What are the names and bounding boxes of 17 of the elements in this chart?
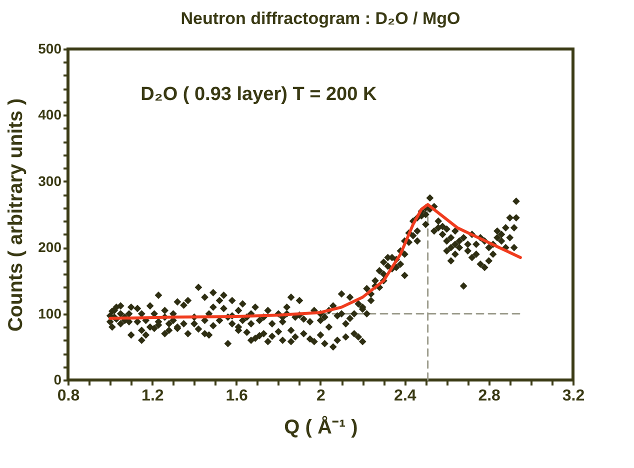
x-axis-title: Q ( Å⁻¹ ): [284, 416, 358, 438]
x-tick-label: 2.4: [394, 388, 416, 404]
x-tick-label: 1.6: [226, 388, 248, 404]
y-tick-label: 200: [38, 239, 62, 256]
x-tick-label: 3.2: [562, 388, 585, 404]
y-tick-label: 300: [38, 172, 62, 189]
x-tick-label: 2: [316, 388, 326, 404]
y-axis-title: Counts ( arbitrary units ): [5, 98, 28, 332]
y-tick-label: 0: [54, 372, 62, 388]
x-tick-label: 2.8: [478, 388, 501, 404]
y-tick-label: 100: [38, 305, 62, 322]
annotation: D₂O ( 0.93 layer) T = 200 K: [140, 84, 377, 105]
chart-title: Neutron diffractogram : D₂O / MgO: [180, 9, 460, 28]
y-tick-label: 500: [38, 40, 62, 56]
x-tick-label: 0.8: [57, 388, 80, 404]
x-tick-label: 1.2: [142, 388, 164, 404]
y-tick-label: 400: [38, 106, 62, 123]
